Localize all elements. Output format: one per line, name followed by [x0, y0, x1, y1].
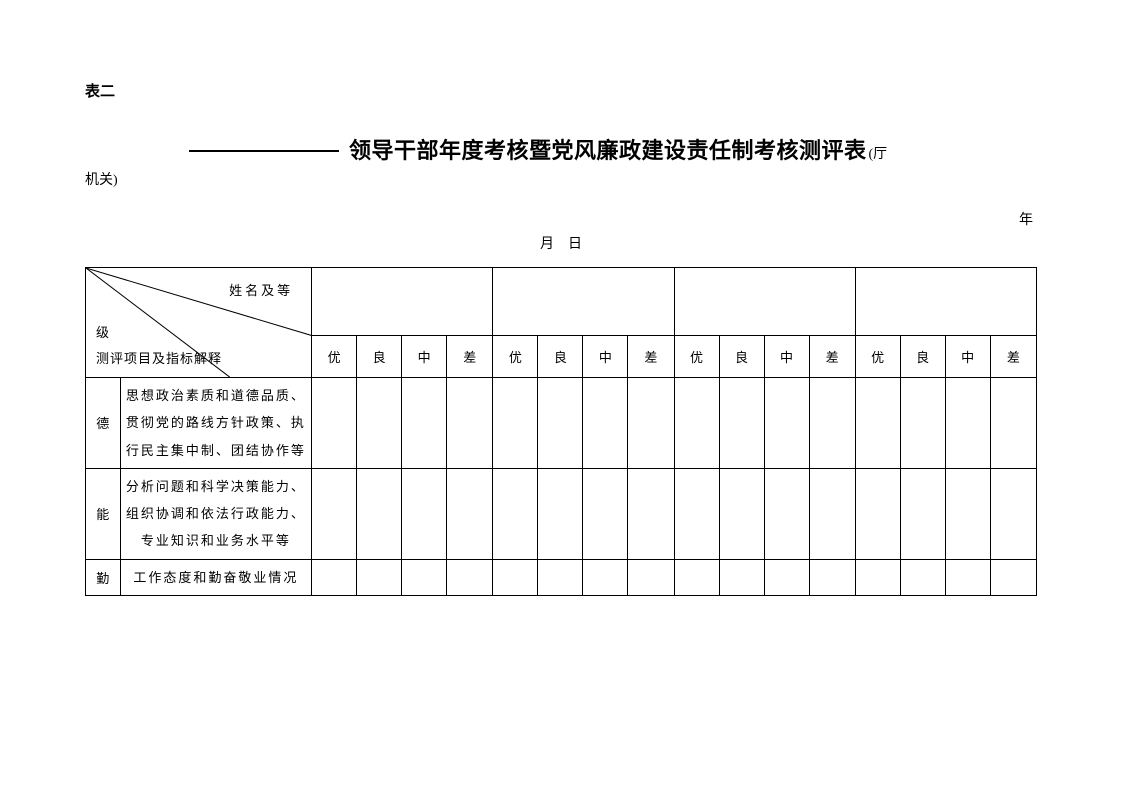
rating-header: 中: [583, 336, 628, 378]
score-cell: [990, 468, 1036, 559]
score-cell: [764, 468, 809, 559]
category-cell: 勤: [86, 559, 121, 595]
table-row: 能分析问题和科学决策能力、组织协调和依法行政能力、专业知识和业务水平等: [86, 468, 1037, 559]
score-cell: [447, 468, 493, 559]
score-cell: [538, 559, 583, 595]
rating-header: 差: [990, 336, 1036, 378]
score-cell: [990, 378, 1036, 469]
score-cell: [719, 468, 764, 559]
score-cell: [809, 378, 855, 469]
score-cell: [945, 468, 990, 559]
diag-mid-label: 级: [96, 322, 109, 341]
table-row: 勤工作态度和勤奋敬业情况: [86, 559, 1037, 595]
score-cell: [674, 378, 719, 469]
rating-header: 差: [809, 336, 855, 378]
score-cell: [945, 559, 990, 595]
rating-header: 优: [674, 336, 719, 378]
header-row-names: 姓名及等 级 测评项目及指标解释: [86, 268, 1037, 336]
diag-bottom-label: 测评项目及指标解释: [96, 348, 222, 367]
name-group-cell: [493, 268, 674, 336]
rating-header: 中: [945, 336, 990, 378]
score-cell: [855, 468, 900, 559]
score-cell: [764, 378, 809, 469]
name-group-cell: [855, 268, 1036, 336]
score-cell: [583, 378, 628, 469]
evaluation-table: 姓名及等 级 测评项目及指标解释 优良中差优良中差优良中差优良中差 德思想政治素…: [85, 267, 1037, 596]
score-cell: [900, 378, 945, 469]
score-cell: [538, 468, 583, 559]
score-cell: [583, 468, 628, 559]
score-cell: [312, 559, 357, 595]
description-cell: 思想政治素质和道德品质、贯彻党的路线方针政策、执行民主集中制、团结协作等: [120, 378, 312, 469]
score-cell: [855, 559, 900, 595]
score-cell: [312, 378, 357, 469]
score-cell: [402, 378, 447, 469]
name-group-cell: [312, 268, 493, 336]
date-year: 年: [85, 209, 1037, 229]
score-cell: [855, 378, 900, 469]
score-cell: [357, 378, 402, 469]
rating-header: 差: [447, 336, 493, 378]
table-row: 德思想政治素质和道德品质、贯彻党的路线方针政策、执行民主集中制、团结协作等: [86, 378, 1037, 469]
score-cell: [312, 468, 357, 559]
score-cell: [945, 378, 990, 469]
score-cell: [628, 468, 674, 559]
score-cell: [809, 468, 855, 559]
diag-top-label: 姓名及等: [229, 280, 293, 299]
rating-header: 良: [900, 336, 945, 378]
name-group-cell: [674, 268, 855, 336]
rating-header: 优: [493, 336, 538, 378]
category-cell: 德: [86, 378, 121, 469]
title-underline: [189, 150, 339, 152]
rating-header: 中: [764, 336, 809, 378]
score-cell: [628, 378, 674, 469]
score-cell: [719, 378, 764, 469]
description-cell: 工作态度和勤奋敬业情况: [120, 559, 312, 595]
score-cell: [900, 559, 945, 595]
score-cell: [674, 468, 719, 559]
score-cell: [493, 378, 538, 469]
score-cell: [990, 559, 1036, 595]
score-cell: [764, 559, 809, 595]
score-cell: [493, 559, 538, 595]
score-cell: [674, 559, 719, 595]
score-cell: [809, 559, 855, 595]
description-cell: 分析问题和科学决策能力、组织协调和依法行政能力、专业知识和业务水平等: [120, 468, 312, 559]
rating-header: 良: [357, 336, 402, 378]
date-month-day: 月日: [85, 233, 1037, 253]
score-cell: [583, 559, 628, 595]
category-cell: 能: [86, 468, 121, 559]
score-cell: [402, 559, 447, 595]
score-cell: [447, 378, 493, 469]
score-cell: [900, 468, 945, 559]
score-cell: [357, 559, 402, 595]
title-row: 领导干部年度考核暨党风廉政建设责任制考核测评表 (厅: [85, 133, 1037, 165]
rating-header: 良: [719, 336, 764, 378]
score-cell: [402, 468, 447, 559]
rating-header: 差: [628, 336, 674, 378]
org-label: 机关): [85, 169, 1037, 189]
rating-header: 优: [855, 336, 900, 378]
score-cell: [357, 468, 402, 559]
score-cell: [447, 559, 493, 595]
score-cell: [719, 559, 764, 595]
score-cell: [538, 378, 583, 469]
page-title: 领导干部年度考核暨党风廉政建设责任制考核测评表: [349, 133, 867, 165]
score-cell: [628, 559, 674, 595]
title-suffix: (厅: [869, 143, 888, 163]
header-diag-cell: 姓名及等 级 测评项目及指标解释: [86, 268, 312, 378]
table-number-label: 表二: [85, 80, 1037, 101]
rating-header: 优: [312, 336, 357, 378]
rating-header: 良: [538, 336, 583, 378]
rating-header: 中: [402, 336, 447, 378]
score-cell: [493, 468, 538, 559]
